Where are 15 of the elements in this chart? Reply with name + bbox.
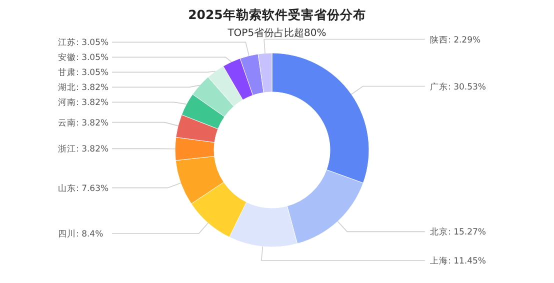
slice-label: 江苏: 3.05% (58, 37, 109, 48)
slice-label: 安徽: 3.05% (58, 52, 109, 64)
slice-label: 上海: 11.45% (430, 255, 486, 266)
slice-label: 四川: 8.4% (58, 228, 104, 240)
slice-label: 湖北: 3.82% (58, 82, 109, 94)
chart-subtitle: TOP5省份占比超80% (226, 27, 326, 39)
slice-label: 广东: 30.53% (430, 81, 486, 92)
slice-label: 浙江: 3.82% (58, 144, 109, 155)
slice-label: 河南: 3.82% (58, 97, 109, 108)
chart-title: 2025年勒索软件受害省份分布 (188, 7, 366, 22)
slice-label: 陕西: 2.29% (430, 34, 481, 46)
slice-label: 甘肃: 3.05% (58, 67, 109, 78)
slice-label: 山东: 7.63% (58, 182, 109, 194)
slice-label: 北京: 15.27% (430, 226, 486, 238)
slice-label: 云南: 3.82% (58, 117, 109, 128)
